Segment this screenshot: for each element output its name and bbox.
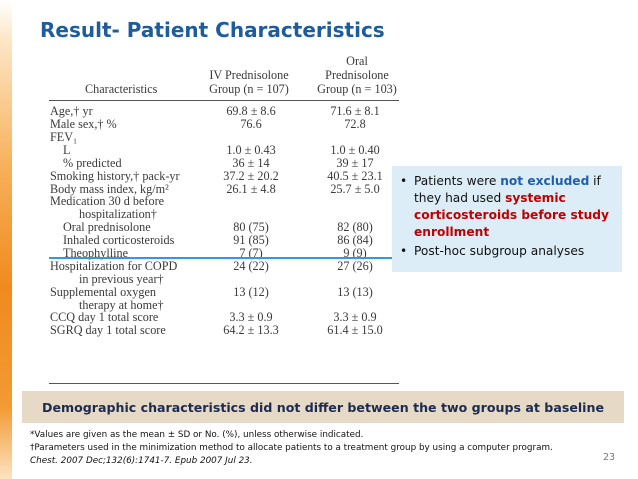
- row-oral-value: 82 (80): [337, 220, 373, 235]
- row-iv-value: 76.6: [240, 117, 262, 132]
- conclusion-banner: Demographic characteristics did not diff…: [22, 391, 624, 423]
- callout-b1-text: Patients were: [414, 174, 501, 188]
- row-label: Oral prednisolone: [63, 220, 151, 235]
- bullet-dot: •: [400, 174, 408, 188]
- row-label: Male sex,† %: [50, 117, 117, 132]
- characteristics-table: Characteristics IV Prednisolone Group (n…: [49, 52, 399, 337]
- header-characteristics: Characteristics: [85, 82, 158, 96]
- table-row: Medication 30 d before: [49, 195, 399, 208]
- table-row: hospitalization†: [49, 208, 399, 221]
- row-label: CCQ day 1 total score: [50, 310, 159, 325]
- callout-b1-red: systemic corticosteroids before study en…: [414, 191, 609, 239]
- header-oral-line3: Group (n = 103): [317, 82, 397, 96]
- header-oral-line1: Oral: [346, 54, 368, 68]
- row-label: Smoking history,† pack-yr: [50, 168, 180, 183]
- table-row: therapy at home†: [49, 297, 399, 312]
- table-bottom-rule: [49, 383, 399, 385]
- row-label: L: [63, 142, 71, 157]
- footnote-values: *Values are given as the mean ± SD or No…: [30, 430, 364, 440]
- table-row: in previous year†: [49, 271, 399, 286]
- row-label: Age,† yr: [50, 104, 93, 119]
- row-label: therapy at home†: [79, 297, 164, 312]
- header-oral-line2: Prednisolone: [325, 68, 389, 82]
- row-label: Theophylline: [63, 245, 128, 260]
- row-oral-value: 71.6 ± 8.1: [330, 104, 380, 119]
- table-row: Body mass index, kg/m² 26.1 ± 4.8 25.7 ± 5…: [49, 181, 399, 196]
- header-oral-group: Oral Prednisolone Group (n = 103): [311, 54, 403, 96]
- row-label: FEV₁: [50, 129, 78, 144]
- table-row: % predicted 36 ± 14 39 ± 17: [49, 155, 399, 170]
- row-iv-value: 1.0 ± 0.43: [226, 142, 276, 157]
- footnote-parameters: †Parameters used in the minimization met…: [30, 443, 553, 453]
- row-label: Body mass index, kg/m²: [50, 181, 169, 196]
- callout-b1-text2: if they had used: [414, 174, 601, 205]
- row-oral-value: 39 ± 17: [336, 155, 374, 170]
- row-label: % predicted: [63, 155, 122, 170]
- row-iv-value: 13 (12): [233, 284, 269, 299]
- table-header: Characteristics IV Prednisolone Group (n…: [49, 52, 399, 100]
- row-oral-value: 9 (9): [343, 245, 367, 260]
- row-label: Inhaled corticosteroids: [63, 233, 175, 248]
- callout-box: • Patients were not excluded if they had…: [392, 166, 622, 272]
- page-number: 23: [603, 452, 616, 463]
- table-row: Hospitalization for COPD 24 (22) 27 (26): [49, 258, 399, 273]
- row-iv-value: 26.1 ± 4.8: [226, 181, 276, 196]
- row-iv-value: 37.2 ± 20.2: [223, 168, 279, 183]
- table-row: Supplemental oxygen 13 (12) 13 (13): [49, 284, 399, 299]
- row-iv-value: 3.3 ± 0.9: [229, 310, 273, 325]
- row-label: Supplemental oxygen: [50, 284, 156, 299]
- table-row: Male sex,† % 76.6 72.8: [49, 118, 399, 131]
- callout-b1-blue: not excluded: [500, 174, 590, 188]
- row-label: Hospitalization for COPD: [50, 258, 178, 273]
- row-iv-value: 7 (7): [239, 245, 263, 260]
- callout-bullet-1: • Patients were not excluded if they had…: [392, 173, 622, 241]
- table-body: Age,† yr 69.8 ± 8.6 71.6 ± 8.1 Male sex,† %…: [49, 105, 399, 337]
- row-oral-value: 3.3 ± 0.9: [333, 310, 377, 325]
- row-label: hospitalization†: [79, 207, 157, 222]
- table-row: Inhaled corticosteroids 91 (85) 86 (84): [49, 234, 399, 247]
- header-iv-line2: Group (n = 107): [209, 82, 289, 96]
- row-oral-value: 72.8: [344, 117, 366, 132]
- row-oral-value: 40.5 ± 23.1: [327, 168, 383, 183]
- decorative-side-bar: [0, 0, 12, 479]
- row-oral-value: 86 (84): [337, 233, 373, 248]
- callout-b2-text: Post-hoc subgroup analyses: [414, 244, 585, 258]
- row-iv-value: 36 ± 14: [232, 155, 270, 170]
- callout-bullet-2: • Post-hoc subgroup analyses: [392, 243, 622, 260]
- bullet-dot: •: [400, 244, 408, 258]
- table-row: Oral prednisolone 80 (75) 82 (80): [49, 221, 399, 234]
- row-label: SGRQ day 1 total score: [50, 323, 166, 338]
- header-rule: [49, 100, 399, 102]
- table-row: Smoking history,† pack-yr 37.2 ± 20.2 40.5…: [49, 168, 399, 183]
- row-iv-value: 80 (75): [233, 220, 269, 235]
- table-row: FEV₁: [49, 131, 399, 144]
- row-oral-value: 25.7 ± 5.0: [330, 181, 380, 196]
- row-iv-value: 64.2 ± 13.3: [223, 323, 279, 338]
- row-oral-value: 61.4 ± 15.0: [327, 323, 383, 338]
- row-oral-value: 1.0 ± 0.40: [330, 142, 380, 157]
- table-row: Age,† yr 69.8 ± 8.6 71.6 ± 8.1: [49, 105, 399, 118]
- slide-title: Result- Patient Characteristics: [40, 18, 385, 42]
- header-iv-group: IV Prednisolone Group (n = 107): [199, 68, 299, 96]
- row-iv-value: 91 (85): [233, 233, 269, 248]
- row-oral-value: 27 (26): [337, 258, 373, 273]
- table-row: CCQ day 1 total score 3.3 ± 0.9 3.3 ± 0.9: [49, 311, 399, 324]
- table-row: L 1.0 ± 0.43 1.0 ± 0.40: [49, 142, 399, 157]
- citation: Chest. 2007 Dec;132(6):1741-7. Epub 2007…: [30, 456, 253, 466]
- highlight-line: [49, 257, 394, 259]
- row-iv-value: 24 (22): [233, 258, 269, 273]
- header-iv-line1: IV Prednisolone: [209, 68, 289, 82]
- table-row: Theophylline 7 (7) 9 (9): [49, 247, 399, 260]
- row-label: in previous year†: [79, 271, 164, 286]
- row-iv-value: 69.8 ± 8.6: [226, 104, 276, 119]
- row-oral-value: 13 (13): [337, 284, 373, 299]
- row-label: Medication 30 d before: [50, 194, 165, 209]
- table-row: SGRQ day 1 total score 64.2 ± 13.3 61.4 ± …: [49, 324, 399, 337]
